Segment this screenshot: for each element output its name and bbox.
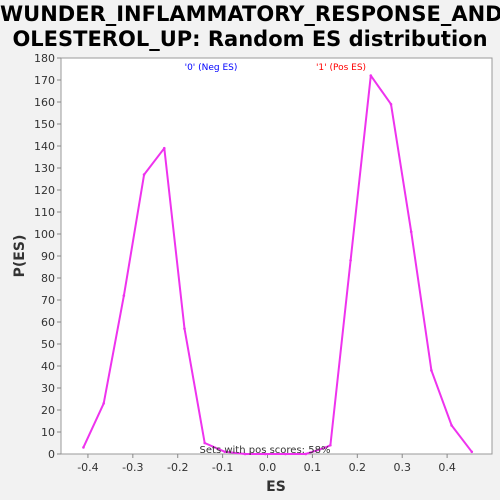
y-tick-label: 120 bbox=[34, 184, 55, 197]
data-point bbox=[389, 102, 393, 106]
y-tick-label: 40 bbox=[41, 360, 55, 373]
data-point bbox=[324, 446, 328, 449]
x-tick-label: -0.2 bbox=[167, 461, 188, 474]
data-point bbox=[142, 173, 146, 176]
data-point bbox=[263, 452, 267, 456]
chart-title-line-2: OLESTEROL_UP: Random ES distribution bbox=[12, 27, 488, 51]
y-tick-label: 130 bbox=[34, 162, 55, 175]
data-point bbox=[183, 327, 186, 330]
data-point bbox=[409, 230, 413, 234]
x-tick-label: -0.4 bbox=[77, 461, 98, 474]
y-axis-ticks: 0 10 20 30 40 50 60 70 80 90 100 110 120 130 140 150 160… bbox=[34, 52, 61, 461]
y-tick-label: 70 bbox=[41, 294, 55, 307]
plot-area bbox=[60, 57, 493, 455]
y-tick-label: 0 bbox=[48, 448, 55, 461]
y-tick-label: 150 bbox=[34, 118, 55, 131]
x-tick-label: 0.0 bbox=[259, 461, 277, 474]
x-tick-label: 0.3 bbox=[393, 461, 411, 474]
x-tick-label: 0.2 bbox=[349, 461, 367, 474]
data-point bbox=[349, 259, 352, 262]
y-tick-label: 50 bbox=[41, 338, 55, 351]
y-tick-label: 20 bbox=[41, 404, 55, 417]
y-tick-label: 60 bbox=[41, 316, 55, 329]
x-tick-label: -0.3 bbox=[122, 461, 143, 474]
y-tick-label: 80 bbox=[41, 272, 55, 285]
y-tick-label: 30 bbox=[41, 382, 55, 395]
y-tick-label: 110 bbox=[34, 206, 55, 219]
data-point bbox=[122, 294, 126, 297]
data-point bbox=[450, 424, 453, 427]
data-point bbox=[243, 452, 247, 456]
data-point bbox=[203, 441, 206, 445]
chart-title-line-1: WUNDER_INFLAMMATORY_RESPONSE_AND_CH bbox=[0, 2, 500, 26]
data-point bbox=[430, 369, 433, 372]
data-point bbox=[102, 402, 105, 405]
y-tick-label: 160 bbox=[34, 96, 55, 109]
y-tick-label: 170 bbox=[34, 74, 55, 87]
y-tick-label: 100 bbox=[34, 228, 55, 241]
data-point bbox=[82, 446, 85, 449]
y-tick-label: 90 bbox=[41, 250, 55, 263]
x-axis-ticks: -0.4 -0.3 -0.2 -0.1 0.0 0.1 0.2 0.3 0.4 bbox=[77, 454, 456, 474]
legend-pos: '1' (Pos ES) bbox=[316, 63, 366, 73]
y-tick-label: 180 bbox=[34, 52, 55, 65]
pos-scores-annotation: Sets with pos scores: 58% bbox=[200, 445, 331, 456]
y-tick-label: 10 bbox=[41, 426, 55, 439]
data-point bbox=[223, 450, 227, 454]
x-tick-label: -0.1 bbox=[212, 461, 233, 474]
data-point bbox=[329, 443, 332, 447]
data-point bbox=[284, 452, 287, 456]
data-point bbox=[369, 74, 373, 77]
y-axis-label: P(ES) bbox=[12, 235, 28, 278]
data-point bbox=[162, 146, 166, 150]
legend-neg: '0' (Neg ES) bbox=[185, 63, 238, 73]
data-point bbox=[470, 450, 474, 454]
y-tick-label: 140 bbox=[34, 140, 55, 153]
data-point bbox=[304, 452, 307, 456]
x-tick-label: 0.4 bbox=[438, 461, 456, 474]
x-tick-label: 0.1 bbox=[304, 461, 322, 474]
series-layer bbox=[82, 74, 474, 456]
x-axis-label: ES bbox=[266, 479, 286, 495]
